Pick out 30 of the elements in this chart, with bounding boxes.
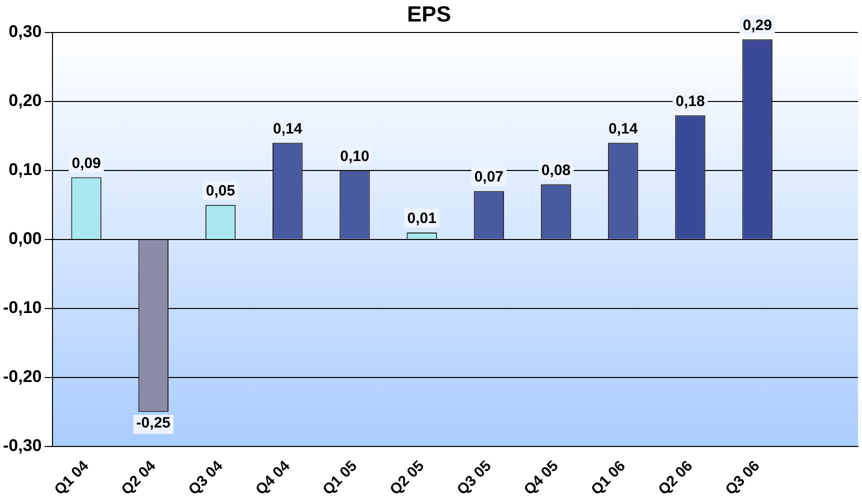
data-label: 0,29	[742, 16, 772, 34]
x-tick-label: Q1 04	[51, 457, 93, 498]
data-label: 0,01	[407, 210, 436, 228]
y-tick-label: -0,10	[3, 298, 42, 318]
data-label: 0,14	[608, 120, 638, 138]
data-label: -0,25	[136, 414, 171, 432]
x-tick-label: Q2 05	[386, 457, 428, 498]
x-tick-label: Q4 04	[252, 457, 294, 498]
y-tick-label: 0,20	[8, 91, 42, 110]
data-label: 0,18	[676, 92, 705, 110]
x-tick-label: Q1 06	[588, 457, 629, 498]
x-tick-label: Q3 04	[185, 457, 227, 498]
y-tick-label: -0,20	[3, 367, 42, 386]
x-tick-label: Q4 05	[520, 457, 562, 498]
data-label: 0,14	[273, 120, 303, 138]
data-label: 0,07	[474, 168, 504, 186]
data-label: 0,09	[72, 154, 101, 172]
x-tick-label: Q2 06	[655, 457, 696, 498]
x-tick-label: Q3 05	[454, 457, 495, 498]
y-tick-label: 0,30	[8, 22, 42, 42]
chart-title: EPS	[406, 1, 452, 26]
x-tick-label: Q3 06	[722, 457, 764, 498]
y-tick-label: 0,00	[8, 229, 42, 248]
data-label: 0,05	[206, 182, 236, 200]
x-tick-label: Q2 04	[118, 457, 160, 498]
x-tick-label: Q1 05	[320, 457, 360, 498]
data-label: 0,10	[340, 148, 370, 166]
y-tick-label: 0,10	[8, 160, 42, 180]
data-label: 0,08	[541, 162, 571, 179]
y-tick-label: -0,30	[3, 436, 42, 456]
